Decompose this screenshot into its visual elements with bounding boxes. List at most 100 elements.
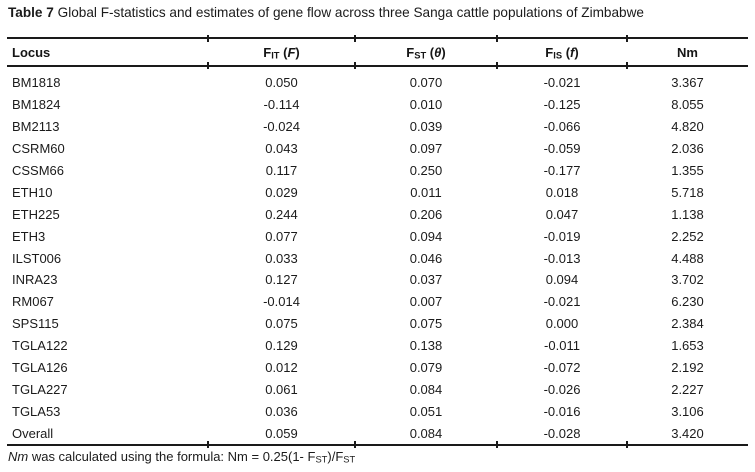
cell-nm: 2.192 [671, 360, 704, 376]
cell-fis: -0.016 [543, 403, 581, 419]
table-row: ILST006 0.033 0.046 -0.013 4.488 [7, 247, 748, 269]
column-divider-tick [354, 62, 356, 69]
cell-fit: 0.059 [208, 422, 355, 447]
cell-fit: 0.127 [265, 272, 298, 288]
column-divider-tick [626, 62, 628, 69]
cell-locus: CSRM60 [12, 141, 65, 157]
cell-fst: 0.051 [409, 403, 443, 419]
column-divider-tick [496, 441, 498, 448]
column-header-locus: Locus [7, 37, 208, 67]
cell-fst: 0.037 [409, 272, 443, 288]
cell-fit: 0.244 [265, 206, 298, 222]
table-row: BM2113 -0.024 0.039 -0.066 4.820 [7, 116, 748, 138]
cell-nm: 1.355 [671, 163, 704, 178]
column-divider-tick [626, 35, 628, 42]
text-fragment: F [263, 44, 272, 60]
cell-fst: 0.010 [409, 97, 443, 113]
cell-locus: Overall [7, 422, 208, 447]
text-fragment: F [545, 44, 554, 60]
cell-locus: SPS115 [12, 316, 59, 332]
table-row: TGLA227 0.061 0.084 -0.026 2.227 [7, 378, 748, 400]
text-fragment: θ [434, 44, 442, 60]
cell-fis: -0.026 [543, 381, 581, 397]
table-row: ETH10 0.029 0.011 0.018 5.718 [7, 181, 748, 203]
cell-nm: 3.702 [671, 272, 704, 288]
text-fragment: F [406, 44, 415, 60]
cell-fis: 0.000 [545, 316, 579, 332]
cell-fis: 0.047 [545, 206, 579, 222]
table-row: CSRM60 0.043 0.097 -0.059 2.036 [7, 138, 748, 160]
cell-fst: 0.206 [409, 206, 443, 222]
text-fragment: F [287, 44, 296, 60]
cell-fis: -0.059 [543, 141, 581, 157]
text-fragment: IS [553, 50, 563, 61]
cell-nm: 2.227 [671, 381, 704, 397]
text-fragment: )/F [327, 449, 344, 465]
column-header-nm: Nm [627, 37, 748, 67]
text-fragment: ST [343, 454, 356, 465]
cell-fit: 0.012 [265, 360, 298, 376]
text-fragment: Nm [677, 44, 698, 60]
column-divider-tick [496, 62, 498, 69]
cell-locus: ETH10 [12, 184, 53, 200]
table-row: RM067 -0.014 0.007 -0.021 6.230 [7, 291, 748, 313]
cell-fit: 0.077 [265, 228, 298, 244]
cell-fst: 0.084 [409, 381, 443, 397]
table-row: BM1824 -0.114 0.010 -0.125 8.055 [7, 94, 748, 116]
cell-nm: 1.653 [671, 338, 704, 354]
table-caption-label: Table 7 [8, 5, 54, 20]
column-divider-tick [207, 62, 209, 69]
cell-locus: TGLA122 [12, 338, 68, 354]
cell-fst: 0.084 [355, 422, 497, 447]
cell-fis: -0.028 [497, 422, 627, 447]
column-header-fit: FIT (F) [208, 37, 355, 67]
cell-nm: 5.718 [671, 184, 704, 200]
cell-locus: RM067 [12, 294, 54, 310]
cell-nm: 1.138 [671, 206, 704, 222]
table-row: SPS115 0.075 0.075 0.000 2.384 [7, 313, 748, 335]
cell-fit: 0.050 [265, 75, 298, 91]
text-fragment: Locus [12, 44, 51, 60]
cell-fis: -0.177 [543, 163, 581, 178]
text-fragment: ST [414, 50, 427, 61]
column-divider-tick [496, 35, 498, 42]
text-fragment: ( [562, 44, 571, 60]
table-row: TGLA126 0.012 0.079 -0.072 2.192 [7, 357, 748, 379]
cell-locus: TGLA53 [12, 403, 61, 419]
table-caption-text: Global F-statistics and estimates of gen… [57, 5, 644, 20]
table-caption: Table 7 Global F-statistics and estimate… [0, 0, 755, 21]
cell-nm: 3.420 [627, 422, 748, 447]
table-body: BM1818 0.050 0.070 -0.021 3.367 BM1824 -… [7, 66, 748, 447]
cell-locus: TGLA227 [12, 381, 68, 397]
cell-fis: 0.094 [545, 272, 579, 288]
column-divider-tick [354, 35, 356, 42]
cell-fit: 0.033 [265, 250, 298, 266]
cell-fit: 0.117 [265, 163, 298, 178]
cell-nm: 6.230 [671, 294, 704, 310]
cell-fit: 0.043 [265, 141, 298, 157]
cell-fst: 0.011 [410, 184, 442, 200]
cell-fit: 0.029 [265, 184, 298, 200]
table-row: ETH3 0.077 0.094 -0.019 2.252 [7, 225, 748, 247]
text-fragment: was calculated using the formula: Nm = 0… [28, 449, 316, 465]
cell-nm: 3.367 [671, 75, 704, 91]
column-header-fis: FIS (f) [497, 37, 627, 67]
cell-locus: INRA23 [12, 272, 58, 288]
text-fragment: ( [279, 44, 288, 60]
text-fragment: Nm [8, 449, 29, 465]
table-row: BM1818 0.050 0.070 -0.021 3.367 [7, 66, 748, 94]
cell-locus: BM1818 [12, 75, 61, 91]
cell-fis: -0.011 [544, 338, 580, 354]
cell-locus: BM1824 [12, 97, 61, 113]
cell-nm: 2.384 [671, 316, 704, 332]
cell-locus: ETH3 [12, 228, 46, 244]
cell-locus: CSSM66 [12, 163, 65, 178]
cell-fis: -0.072 [543, 360, 581, 376]
cell-fis: -0.125 [543, 97, 581, 113]
cell-fst: 0.070 [409, 75, 443, 91]
cell-fst: 0.250 [409, 163, 443, 178]
cell-fit: -0.024 [263, 119, 300, 135]
cell-fit: -0.014 [263, 294, 300, 310]
column-header-fst: FST (θ) [355, 37, 497, 67]
